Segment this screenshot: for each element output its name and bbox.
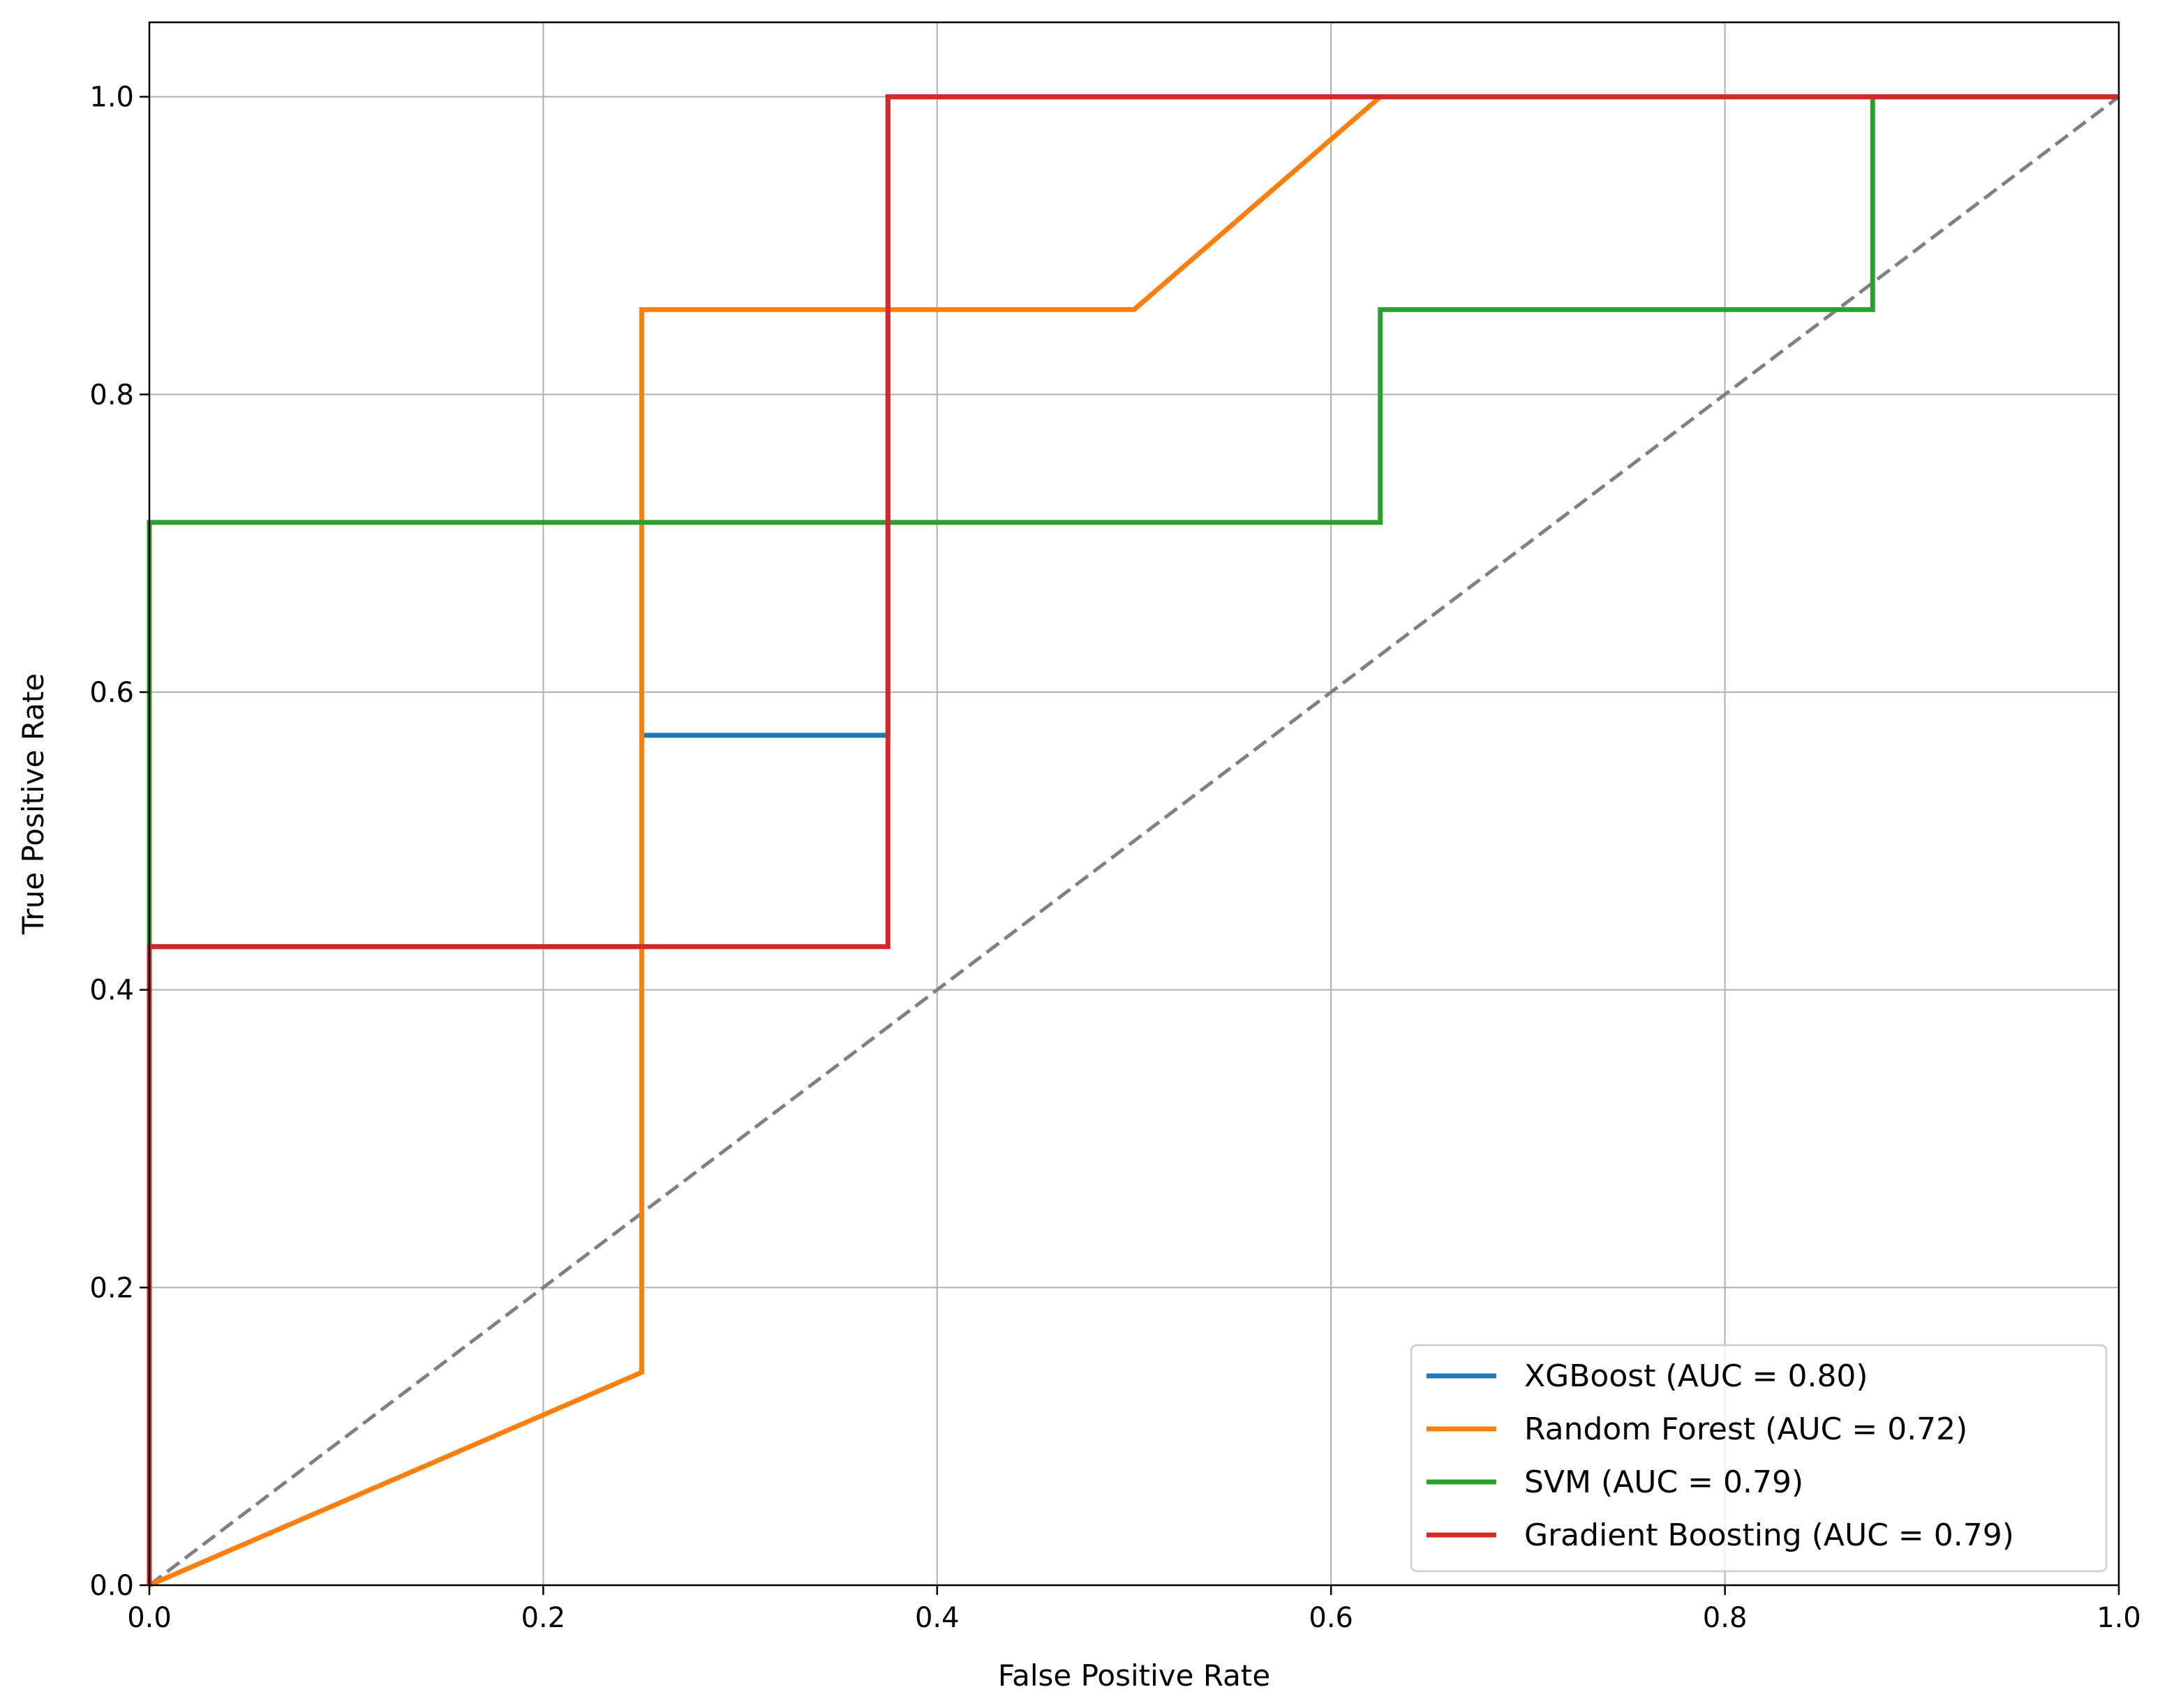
y-tick-label: 0.4: [89, 975, 134, 1007]
axis-ticks: 0.0 0.2 0.4 0.6 0.8 1.0 0.0 0.2 0.4 0.6 0.8 1.0: [89, 82, 2140, 1634]
y-tick-label: 0.8: [89, 379, 134, 411]
x-tick-label: 0.8: [1703, 1602, 1748, 1634]
x-tick-label: 0.4: [915, 1602, 960, 1634]
legend-label: Gradient Boosting (AUC = 0.79): [1524, 1518, 2014, 1553]
x-tick-label: 0.2: [521, 1602, 566, 1634]
reference-diagonal-line: [148, 95, 2120, 1587]
y-tick-label: 0.6: [89, 677, 134, 709]
x-tick-label: 0.6: [1309, 1602, 1353, 1634]
x-tick-label: 1.0: [2096, 1602, 2141, 1634]
y-tick-label: 0.2: [89, 1272, 134, 1304]
legend-label: SVM (AUC = 0.79): [1524, 1464, 1803, 1500]
y-tick-label: 1.0: [89, 82, 134, 114]
x-tick-label: 0.0: [127, 1602, 172, 1634]
reference-line-layer: [148, 95, 2120, 1587]
y-tick-label: 0.0: [89, 1570, 134, 1602]
x-axis-title: False Positive Rate: [998, 1658, 1270, 1693]
legend-label: Random Forest (AUC = 0.72): [1524, 1411, 1967, 1447]
legend-box: [1410, 1344, 2108, 1573]
legend-label: XGBoost (AUC = 0.80): [1524, 1358, 1868, 1394]
legend: XGBoost (AUC = 0.80) Random Forest (AUC =…: [1410, 1344, 2108, 1573]
plot-frame: [148, 21, 2120, 1587]
y-axis-title: True Positive Rate: [16, 673, 50, 935]
